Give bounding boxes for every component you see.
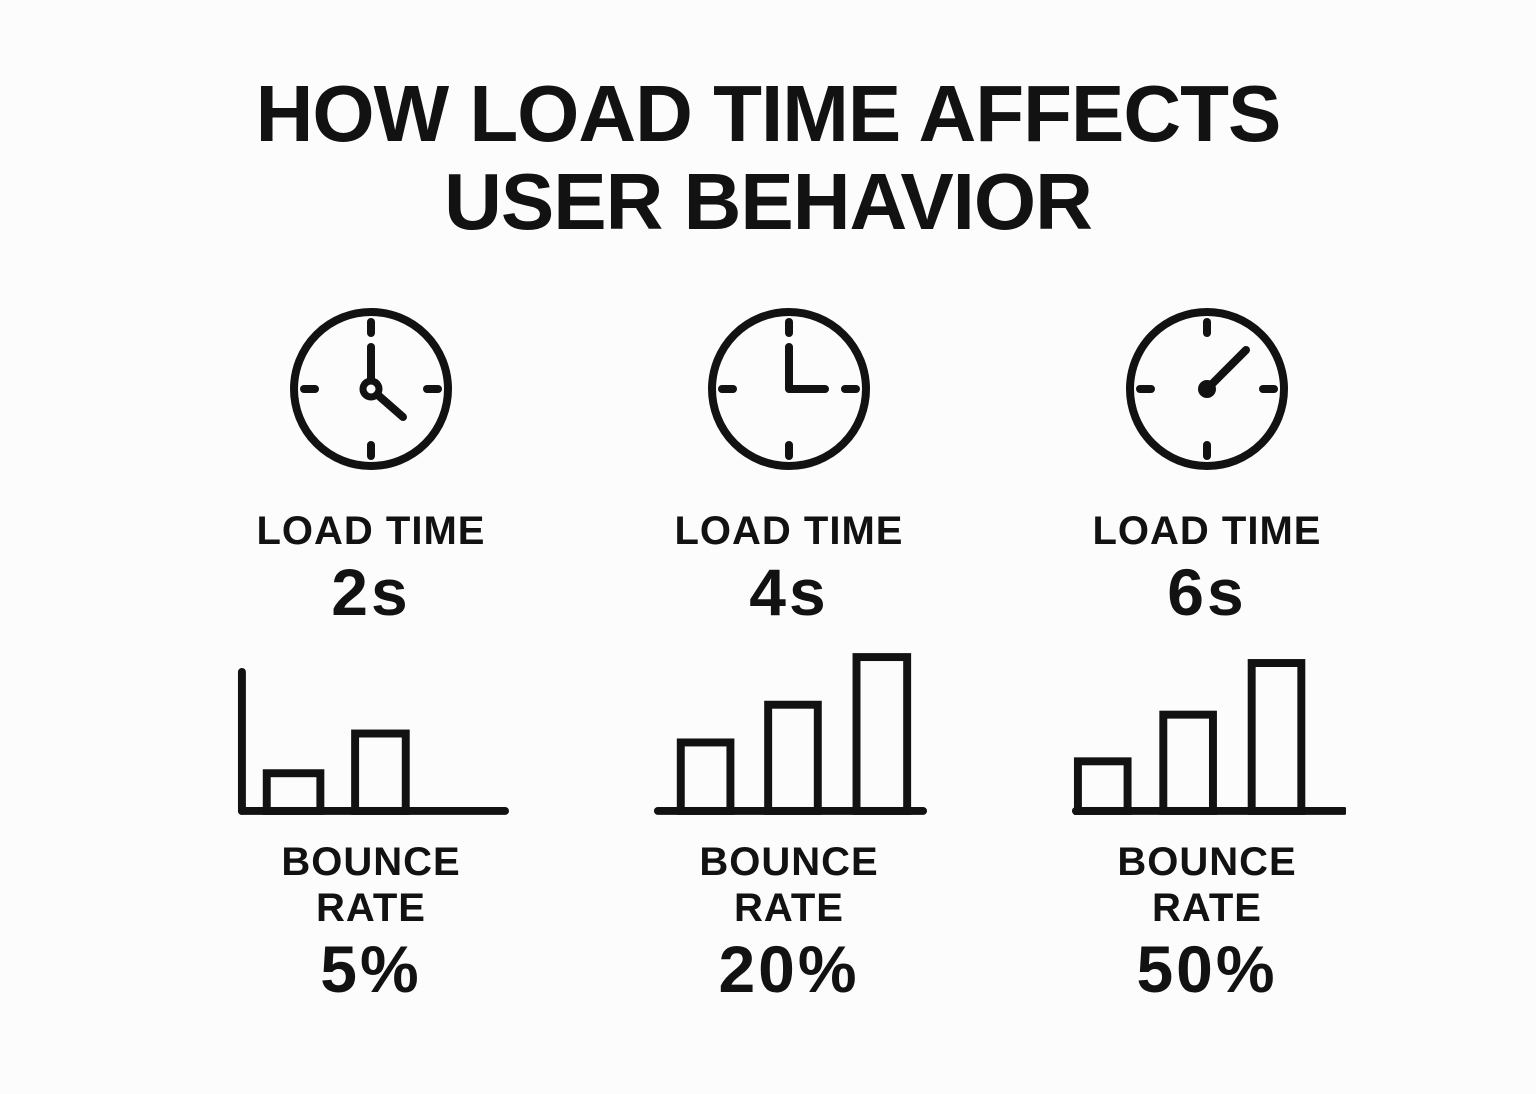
column-load-6s: LOAD TIME 6s BOUNCE RATE 50%: [1061, 304, 1353, 1005]
page-title-line1: HOW LOAD TIME AFFECTS: [255, 69, 1282, 158]
clock-face: [1126, 308, 1288, 470]
bar: [351, 729, 410, 815]
bounce-rate-value: 20%: [718, 932, 860, 1006]
bar-chart-icon: [1071, 659, 1346, 815]
bounce-rate-value: 5%: [320, 932, 422, 1006]
bounce-rate-value: 50%: [1136, 932, 1278, 1006]
clock-ticks: [300, 318, 442, 460]
load-time-value: 2s: [331, 555, 411, 629]
bar: [1247, 659, 1306, 815]
load-time-label: LOAD TIME: [674, 509, 904, 553]
bar: [262, 769, 325, 815]
page-title: HOW LOAD TIME AFFECTS USER BEHAVIOR: [0, 70, 1536, 246]
infographic: HOW LOAD TIME AFFECTS USER BEHAVIOR LO: [0, 70, 1536, 1005]
bar: [1073, 757, 1132, 815]
page-title-line2: USER BEHAVIOR: [444, 157, 1093, 246]
bar: [852, 653, 912, 815]
clock-hands: [1203, 346, 1250, 393]
bounce-rate-label: BOUNCE RATE: [281, 840, 461, 930]
bar-chart-icon: [653, 653, 928, 815]
bar: [676, 738, 735, 815]
load-time-value: 6s: [1167, 555, 1247, 629]
bar: [764, 700, 822, 815]
bar: [1159, 710, 1217, 815]
column-load-4s: LOAD TIME 4s BOUNCE RATE 20%: [643, 304, 935, 1005]
columns-row: LOAD TIME 2s BOUNCE RATE 5%: [42, 304, 1536, 1005]
clock-center-dot: [1198, 380, 1216, 398]
bounce-rate-label: BOUNCE RATE: [1117, 840, 1297, 930]
column-load-2s: LOAD TIME 2s BOUNCE RATE 5%: [225, 304, 517, 1005]
load-time-label: LOAD TIME: [1092, 509, 1322, 553]
clock-center-ring: [359, 377, 383, 401]
clock-icon: [290, 308, 452, 470]
clock-face: [290, 308, 452, 470]
load-time-value: 4s: [749, 555, 829, 629]
clock-hands: [785, 343, 829, 393]
clock-ticks: [718, 318, 860, 460]
load-time-label: LOAD TIME: [256, 509, 486, 553]
bounce-rate-label: BOUNCE RATE: [699, 840, 879, 930]
clock-ticks: [1136, 318, 1278, 460]
bar-chart-icon: [237, 667, 510, 815]
clock-icon: [708, 308, 870, 470]
clock-face: [708, 308, 870, 470]
clock-icon: [1126, 308, 1288, 470]
